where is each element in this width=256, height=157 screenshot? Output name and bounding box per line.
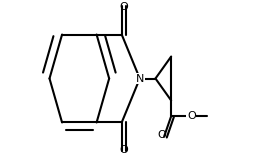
Text: O: O (120, 2, 129, 12)
Text: O: O (157, 130, 166, 140)
Text: O: O (187, 111, 196, 121)
Text: N: N (136, 73, 144, 84)
Text: O: O (120, 145, 129, 155)
